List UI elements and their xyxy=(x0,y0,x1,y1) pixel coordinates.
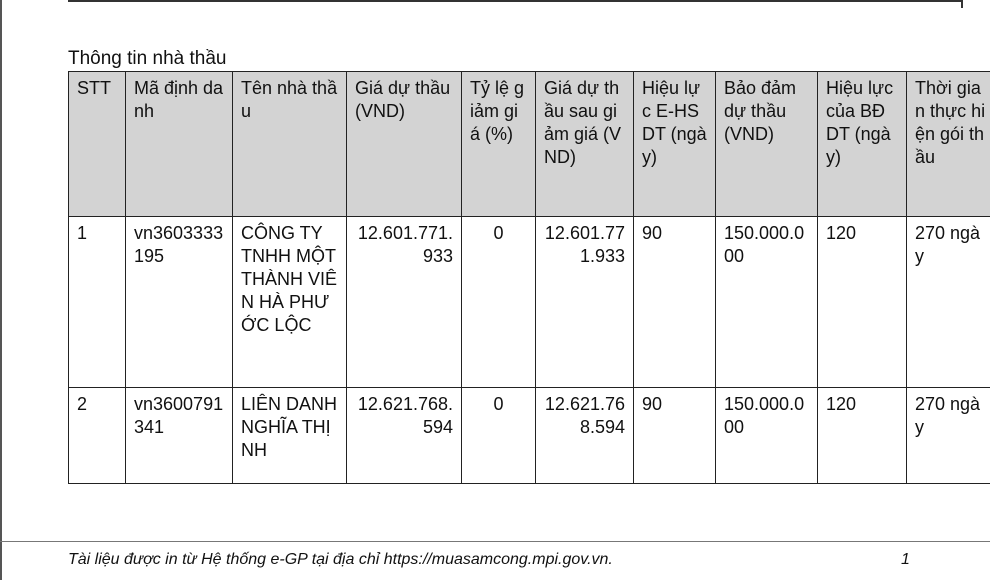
footer-text: Tài liệu được in từ Hệ thống e-GP tại đị… xyxy=(68,551,613,568)
page-number: 1 xyxy=(901,551,910,568)
cell-duration: 270 ngày xyxy=(906,216,990,388)
header-price-after: Giá dự thầu sau giảm giá (VND) xyxy=(535,71,634,217)
header-guarantee-validity: Hiệu lực của BĐ DT (ngày) xyxy=(817,71,907,217)
top-divider-tick xyxy=(961,0,963,8)
cell-code: vn3603333195 xyxy=(125,216,233,388)
header-name: Tên nhà thầu xyxy=(232,71,347,217)
cell-bid-price: 12.601.771.933 xyxy=(346,216,462,388)
cell-bid-price: 12.621.768.594 xyxy=(346,387,462,484)
header-bid-price: Giá dự thầu (VND) xyxy=(346,71,462,217)
section-title: Thông tin nhà thầu xyxy=(68,48,227,69)
cell-duration: 270 ngày xyxy=(906,387,990,484)
cell-price-after: 12.621.768.594 xyxy=(535,387,634,484)
cell-stt: 1 xyxy=(68,216,126,388)
header-guarantee: Bảo đảm dự thầu (VND) xyxy=(715,71,818,217)
cell-price-after: 12.601.771.933 xyxy=(535,216,634,388)
cell-name: CÔNG TY TNHH MỘT THÀNH VIÊN HÀ PHƯỚC LỘC xyxy=(232,216,347,388)
header-code: Mã định danh xyxy=(125,71,233,217)
header-validity: Hiệu lực E-HSDT (ngày) xyxy=(633,71,716,217)
table-header-row: STT Mã định danh Tên nhà thầu Giá dự thầ… xyxy=(68,71,990,217)
header-stt: STT xyxy=(68,71,126,217)
header-duration: Thời gian thực hiện gói thầu xyxy=(906,71,990,217)
cell-discount: 0 xyxy=(461,216,536,388)
cell-validity: 90 xyxy=(633,216,716,388)
cell-guarantee: 150.000.000 xyxy=(715,216,818,388)
table-row: 1 vn3603333195 CÔNG TY TNHH MỘT THÀNH VI… xyxy=(68,216,990,388)
cell-guarantee-validity: 120 xyxy=(817,216,907,388)
cell-discount: 0 xyxy=(461,387,536,484)
cell-code: vn3600791341 xyxy=(125,387,233,484)
cell-guarantee-validity: 120 xyxy=(817,387,907,484)
cell-guarantee: 150.000.000 xyxy=(715,387,818,484)
header-discount: Tỷ lệ giảm giá (%) xyxy=(461,71,536,217)
footer-divider xyxy=(0,541,990,542)
contractor-table: STT Mã định danh Tên nhà thầu Giá dự thầ… xyxy=(68,71,990,484)
cell-validity: 90 xyxy=(633,387,716,484)
table-row: 2 vn3600791341 LIÊN DANH NGHĨA THỊNH 12.… xyxy=(68,387,990,484)
top-divider xyxy=(68,0,963,2)
cell-stt: 2 xyxy=(68,387,126,484)
cell-name: LIÊN DANH NGHĨA THỊNH xyxy=(232,387,347,484)
page-left-border xyxy=(0,0,2,580)
